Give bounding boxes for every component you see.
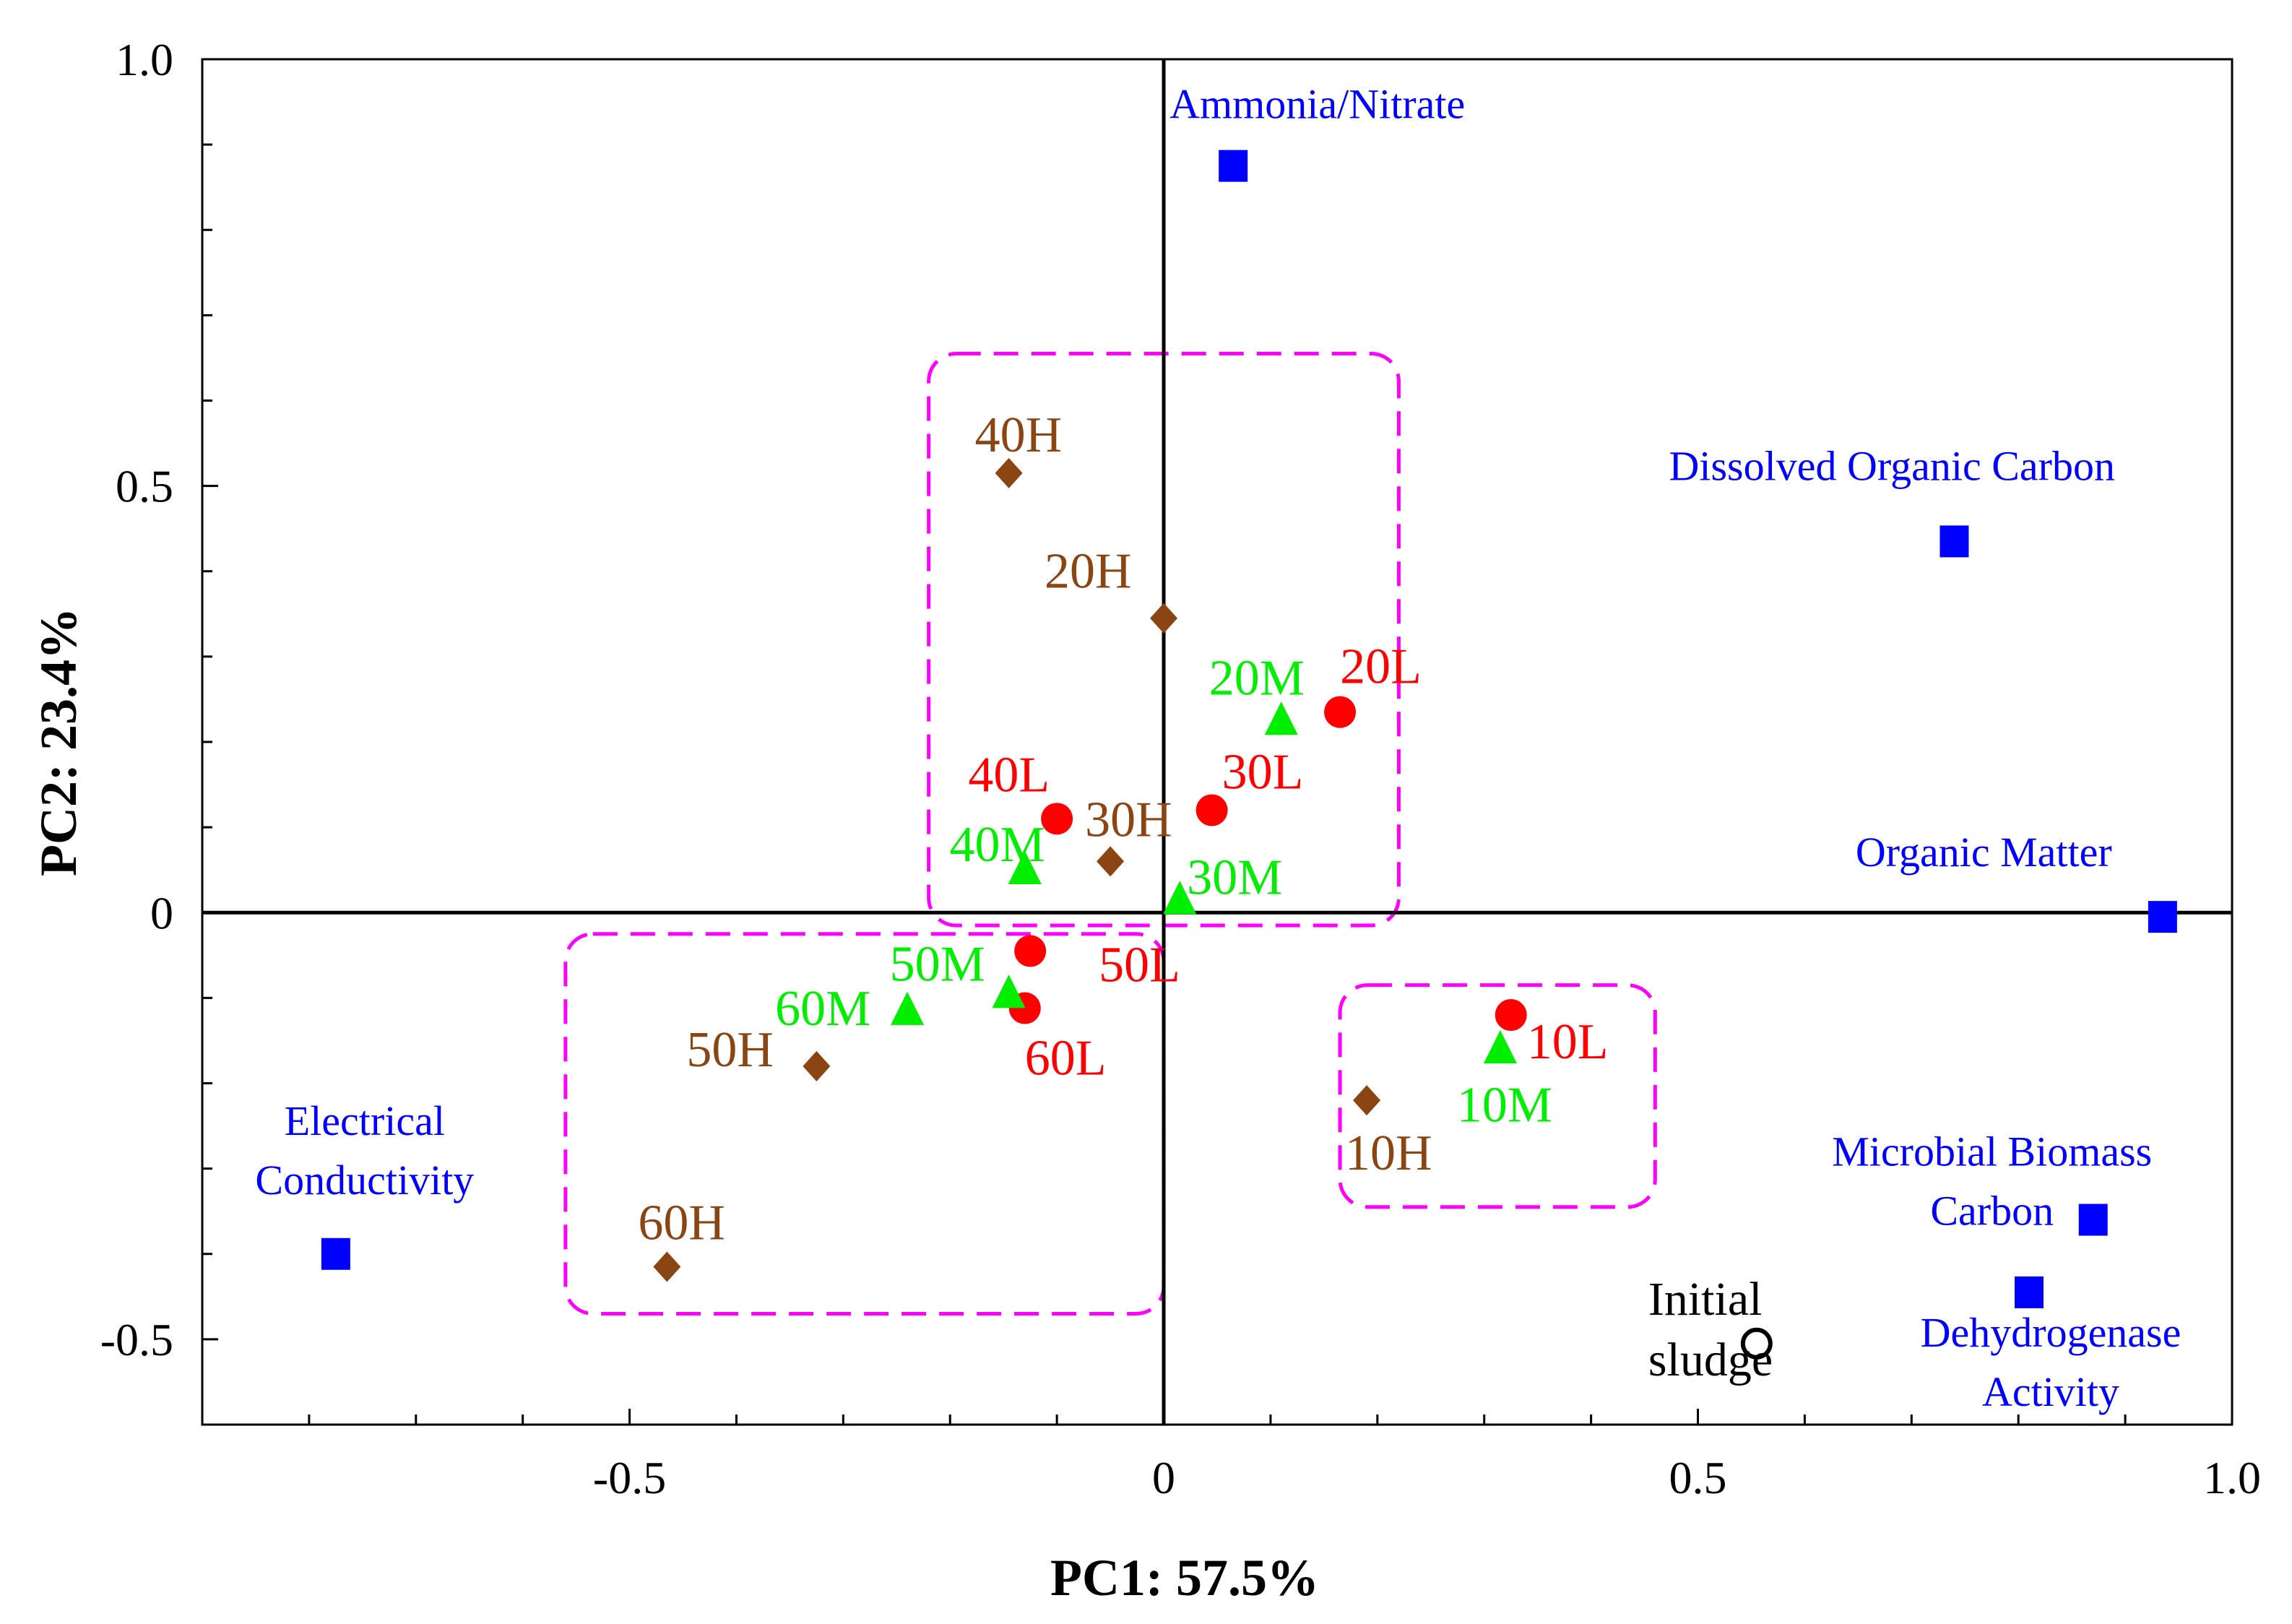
- label-30m: 30M: [1187, 850, 1282, 906]
- plot-frame: [201, 58, 2233, 1426]
- label-20h: 20H: [1045, 544, 1132, 600]
- label-30h: 30H: [1085, 792, 1172, 847]
- marker-10m: [1483, 1029, 1517, 1064]
- marker-electrical-conductivity: [321, 1238, 350, 1270]
- marker-20h: [1150, 602, 1178, 634]
- label-60l: 60L: [1025, 1031, 1107, 1087]
- label-electrical-conductivity: Electrical Conductivity: [255, 1097, 474, 1204]
- marker-40l: [1041, 803, 1073, 835]
- label-50h: 50H: [686, 1022, 774, 1078]
- label-organic-matter: Organic Matter: [1856, 829, 2112, 876]
- label-50l: 50L: [1099, 937, 1180, 993]
- marker-30l: [1195, 794, 1228, 826]
- y-tick-label: 0: [150, 887, 173, 938]
- marker-ammonia-nitrate: [1219, 150, 1248, 182]
- zero-axes: [202, 59, 2232, 1425]
- label-60m: 60M: [775, 981, 870, 1037]
- marker-50h: [803, 1050, 831, 1081]
- label-40h: 40H: [975, 407, 1063, 463]
- marker-10h: [1353, 1085, 1381, 1116]
- y-axis-title: PC2: 23.4%: [30, 608, 87, 876]
- label-30l: 30L: [1222, 745, 1304, 800]
- label-20m: 20M: [1209, 650, 1305, 706]
- group-lower-left: [563, 932, 1166, 1316]
- marker-10l: [1495, 999, 1527, 1031]
- label-10h: 10H: [1345, 1126, 1432, 1181]
- label-initial-sludge: Initial sludge: [1648, 1273, 1773, 1386]
- marker-20l: [1324, 696, 1357, 728]
- marker-30h: [1097, 846, 1125, 877]
- marker-organic-matter: [2148, 901, 2177, 933]
- axis-ticks: -0.5 0 0.5 1.0 -0.5 0 0.5 1.0: [100, 34, 2261, 1503]
- marker-dehydrogenase-activity: [2015, 1276, 2044, 1308]
- y-tick-label: 1.0: [116, 34, 173, 85]
- y-tick-label: -0.5: [100, 1314, 173, 1365]
- marker-50m: [992, 975, 1026, 1008]
- label-60h: 60H: [638, 1195, 725, 1251]
- x-tick-label: 0: [1152, 1452, 1175, 1503]
- x-tick-label: 0.5: [1669, 1452, 1727, 1503]
- marker-60h: [653, 1251, 681, 1282]
- label-dissolved-organic-carbon: Dissolved Organic Carbon: [1669, 442, 2115, 489]
- group-lower-right: [1338, 983, 1657, 1209]
- label-dehydrogenase-activity: Dehydrogenase Activity: [1921, 1309, 2181, 1415]
- marker-40m: [1008, 850, 1042, 884]
- label-40m: 40M: [950, 817, 1045, 873]
- label-10m: 10M: [1457, 1077, 1552, 1133]
- marker-60m: [891, 991, 925, 1025]
- label-microbial-biomass-carbon: Microbial Biomass Carbon: [1832, 1128, 2152, 1235]
- marker-dissolved-organic-carbon: [1939, 525, 1969, 558]
- label-20l: 20L: [1340, 639, 1422, 695]
- data-points: [321, 150, 2177, 1360]
- x-axis-title: PC1: 57.5%: [1050, 1549, 1319, 1607]
- marker-microbial-biomass-carbon: [2078, 1204, 2108, 1236]
- x-tick-label: -0.5: [593, 1452, 666, 1503]
- marker-initial-sludge: [1740, 1327, 1773, 1360]
- marker-20m: [1264, 701, 1298, 735]
- x-tick-label: 1.0: [2203, 1452, 2261, 1503]
- y-tick-label: 0.5: [116, 461, 173, 512]
- label-10l: 10L: [1527, 1014, 1609, 1070]
- marker-40h: [995, 457, 1023, 488]
- point-labels: 10L 20L 30L 40L 50L 60L 10M 20M 30M 40M 50M 60M 10H 2…: [255, 81, 2181, 1415]
- marker-30m: [1163, 881, 1197, 915]
- label-40l: 40L: [968, 747, 1050, 803]
- label-50m: 50M: [890, 936, 985, 992]
- label-ammonia-nitrate: Ammonia/Nitrate: [1169, 81, 1465, 128]
- marker-50l: [1014, 935, 1047, 967]
